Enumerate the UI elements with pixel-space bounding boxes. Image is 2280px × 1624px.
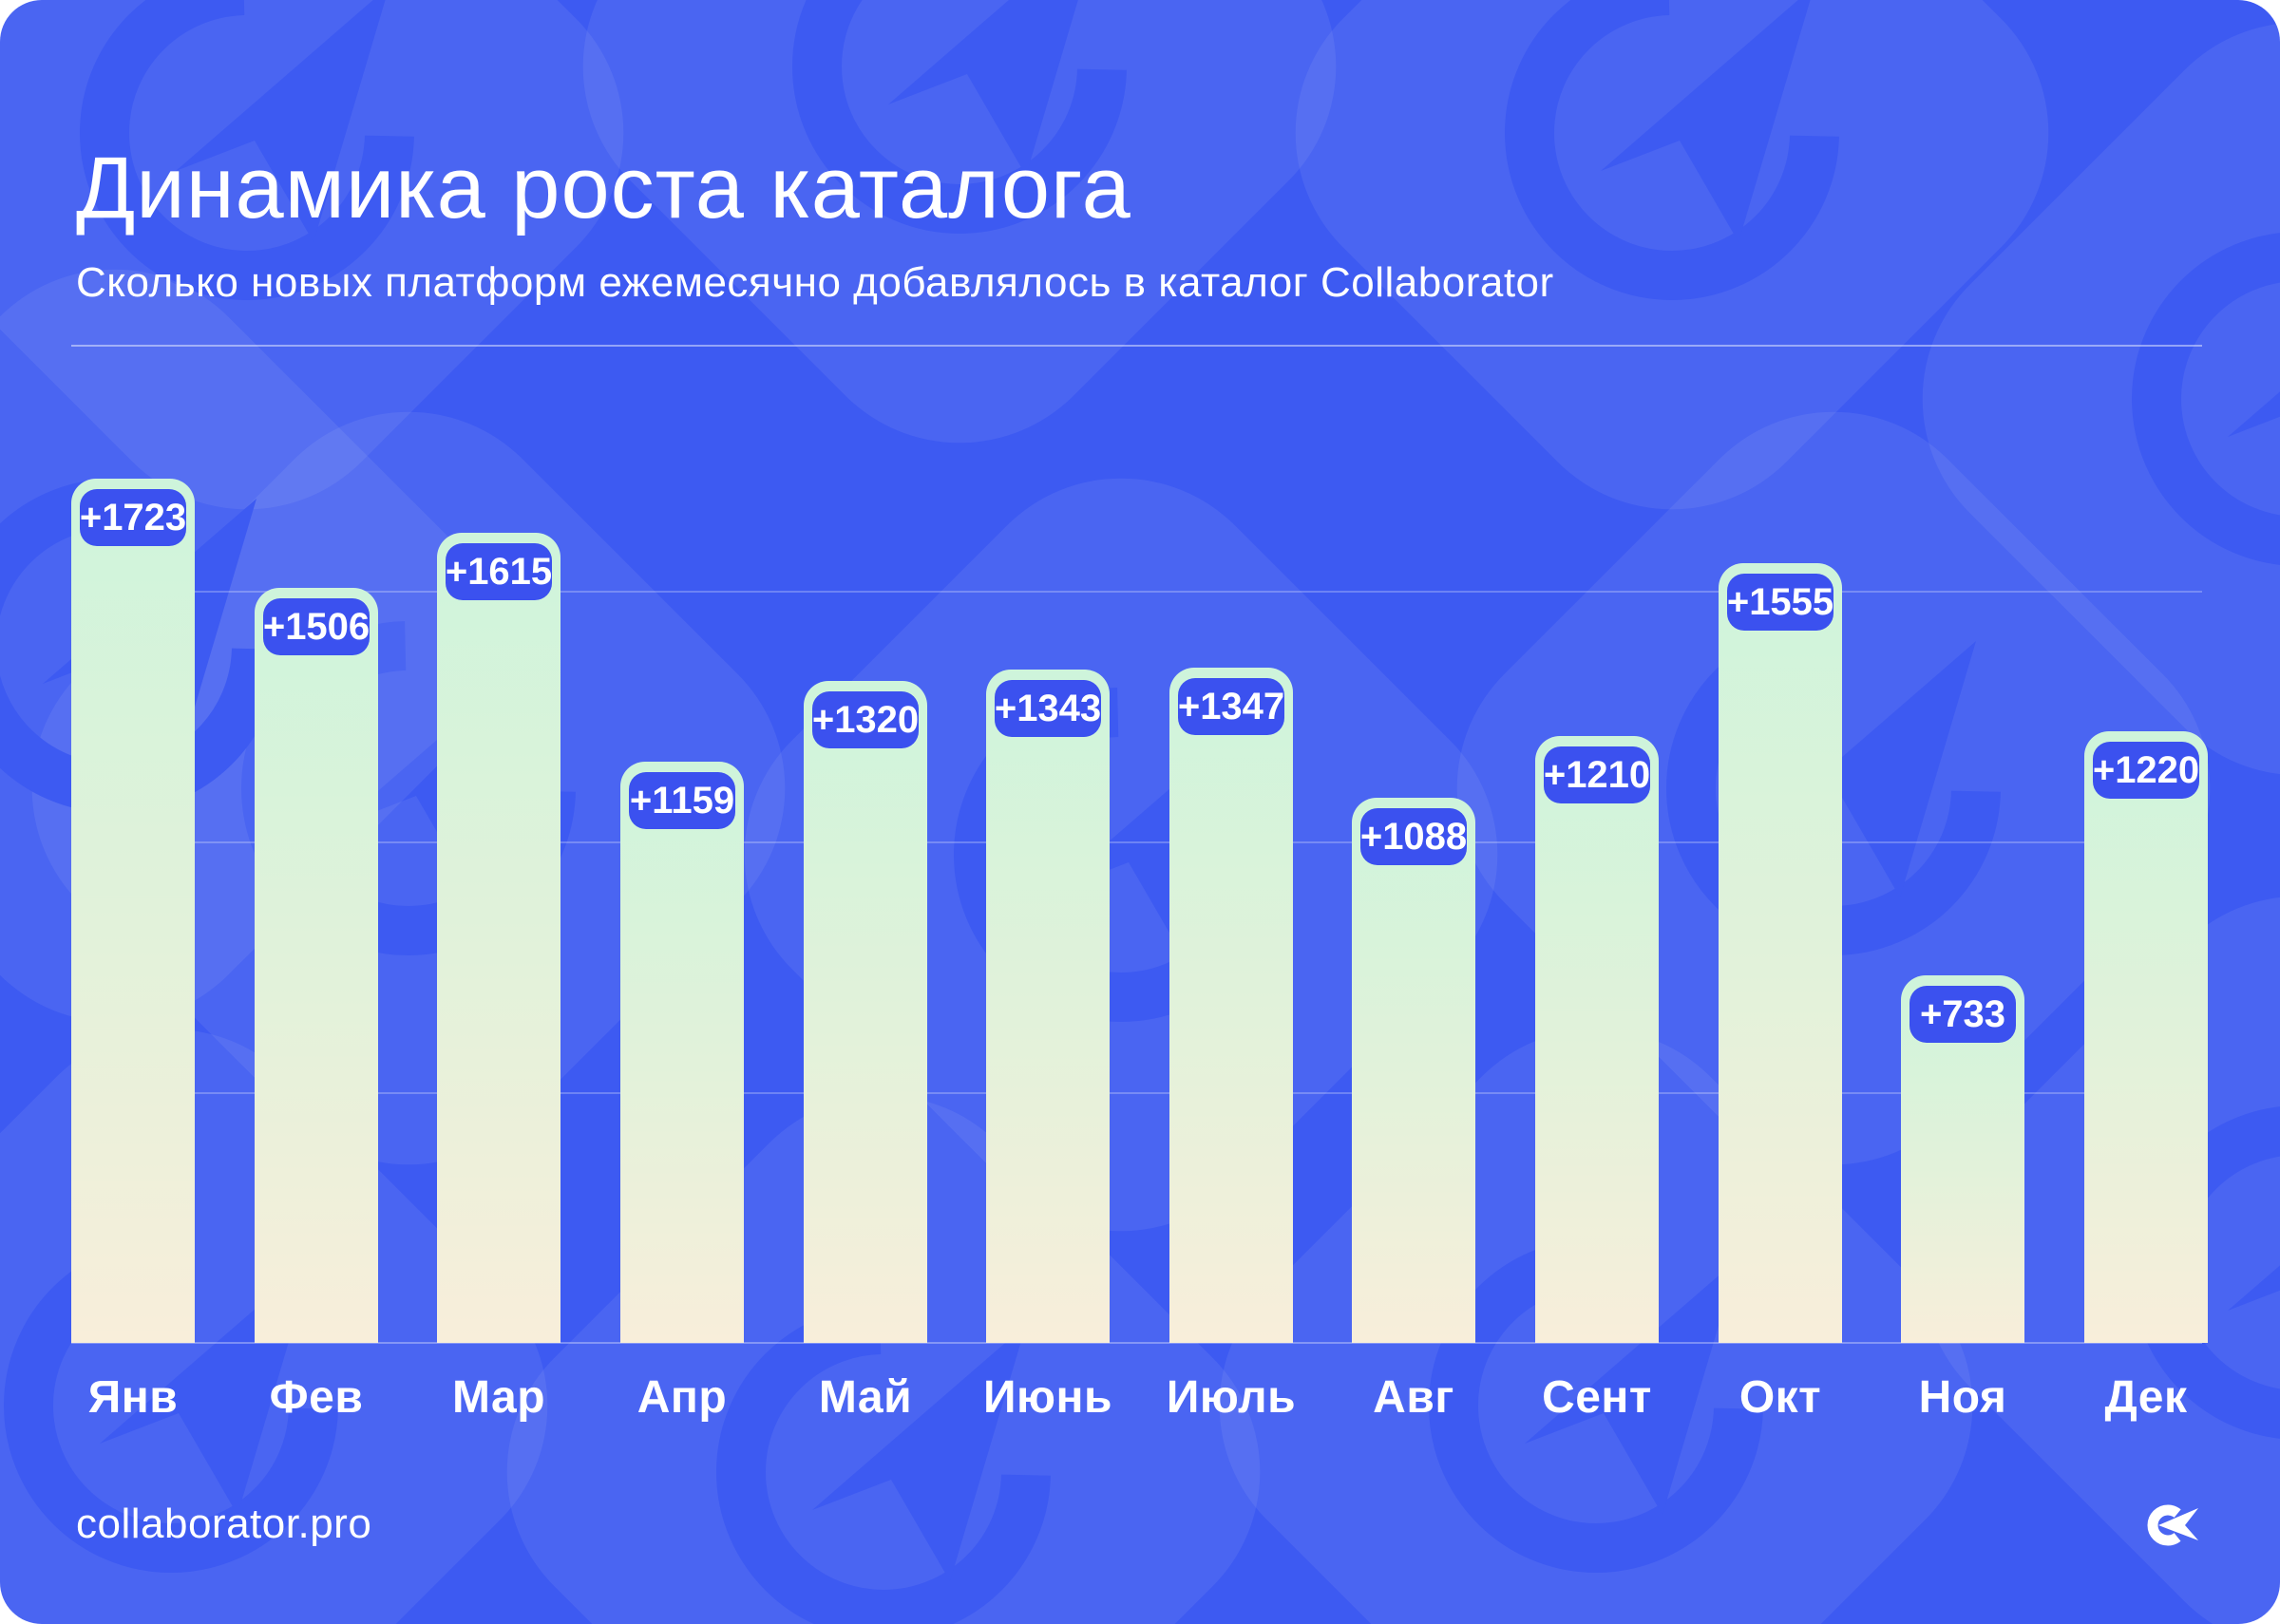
gridline-1500 [71, 591, 2202, 593]
value-badge: +1220 [2093, 742, 2199, 799]
chart-baseline [71, 1342, 2202, 1344]
value-badge-label: +1088 [1359, 815, 1468, 858]
value-badge-label: +1555 [1726, 580, 1834, 623]
x-axis-label: Янв [87, 1372, 179, 1423]
bar-7: +1347 [1169, 668, 1293, 1343]
bar-10: +1555 [1719, 563, 1842, 1343]
bar-2: +1506 [255, 588, 378, 1343]
value-badge: +1555 [1727, 574, 1834, 631]
value-badge-label: +1159 [629, 779, 735, 821]
value-badge-label: +733 [1919, 992, 2006, 1035]
gridline-1000 [71, 841, 2202, 843]
x-axis-label: Окт [1738, 1372, 1822, 1423]
x-axis-label: Май [818, 1372, 913, 1423]
x-axis-label: Авг [1373, 1372, 1454, 1423]
x-axis-label: Мар [451, 1372, 546, 1423]
bar-4: +1159 [620, 762, 744, 1343]
value-badge: +1210 [1544, 746, 1650, 803]
page-subtitle: Сколько новых платформ ежемесячно добавл… [76, 259, 1554, 306]
value-badge-label: +1615 [445, 550, 553, 593]
x-axis-label: Ноя [1918, 1372, 2007, 1423]
value-badge: +1320 [812, 691, 919, 748]
bar-3: +1615 [437, 533, 560, 1343]
bar-5: +1320 [804, 681, 927, 1343]
bar-6: +1343 [986, 670, 1110, 1343]
x-axis-label: Июль [1166, 1372, 1297, 1423]
value-badge-label: +1723 [79, 496, 187, 538]
bar-9: +1210 [1535, 736, 1659, 1343]
value-badge-label: +1210 [1543, 753, 1651, 796]
page-title: Динамика роста каталога [76, 139, 1131, 236]
x-axis-label: Дек [2104, 1372, 2188, 1423]
value-badge: +1088 [1360, 808, 1467, 865]
value-badge: +1723 [80, 489, 186, 546]
value-badge-label: +1320 [811, 698, 920, 741]
value-badge: +1615 [446, 543, 552, 600]
value-badge-label: +1347 [1177, 685, 1285, 727]
x-axis-label: Фев [269, 1372, 364, 1423]
value-badge: +1159 [629, 772, 735, 829]
site-url: collaborator.pro [76, 1501, 372, 1547]
value-badge-label: +1506 [262, 605, 370, 648]
gridline-500 [71, 1092, 2202, 1094]
value-badge: +1506 [263, 598, 370, 655]
value-badge: +733 [1910, 986, 2016, 1043]
bar-11: +733 [1901, 975, 2024, 1343]
collaborator-logo [2147, 1504, 2198, 1546]
bar-8: +1088 [1352, 798, 1475, 1343]
value-badge: +1343 [995, 680, 1101, 737]
value-badge-label: +1343 [994, 687, 1102, 729]
x-axis-label: Апр [636, 1372, 728, 1423]
x-axis-label: Сент [1542, 1372, 1652, 1423]
header-divider [71, 345, 2202, 347]
value-badge: +1347 [1178, 678, 1284, 735]
value-badge-label: +1220 [2092, 748, 2200, 791]
bar-12: +1220 [2084, 731, 2208, 1343]
bar-1: +1723 [71, 479, 195, 1343]
x-axis-label: Июнь [983, 1372, 1112, 1423]
